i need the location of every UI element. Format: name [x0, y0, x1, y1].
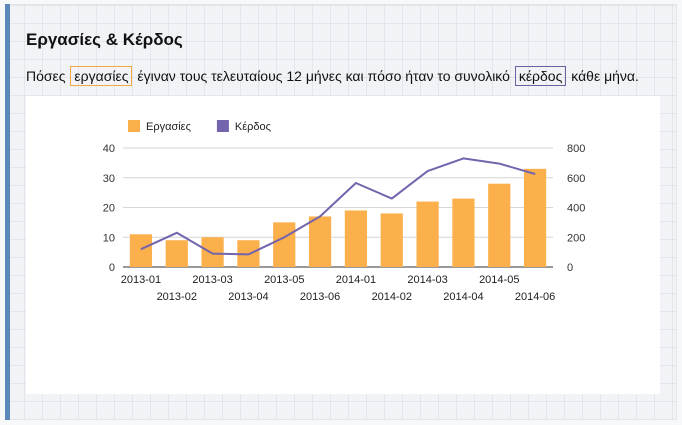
y-right-tick-label: 0 [567, 262, 573, 274]
x-tick-label: 2013-06 [300, 291, 340, 303]
x-tick-label: 2013-01 [121, 274, 161, 286]
line-profit [140, 157, 536, 256]
bar-jobs [452, 198, 475, 267]
bar-jobs [165, 240, 188, 267]
bar-jobs [129, 234, 153, 267]
bar-jobs [201, 237, 224, 267]
y-left-tick-label: 20 [103, 203, 115, 215]
description-text-3: κάθε μήνα. [571, 68, 639, 84]
y-left-tick-label: 10 [103, 232, 115, 244]
y-right-tick-label: 800 [567, 143, 585, 155]
card-title: Εργασίες & Κέρδος [26, 30, 183, 49]
legend-swatch [128, 120, 140, 132]
bar-jobs [523, 168, 547, 267]
x-tick-label: 2013-04 [228, 291, 268, 303]
card-accent-bar [5, 4, 10, 420]
legend-label: Κέρδος [235, 121, 271, 133]
legend-label: Εργασίες [146, 121, 191, 133]
y-left-tick-label: 30 [103, 173, 115, 185]
x-tick-label: 2014-03 [407, 274, 447, 286]
highlight-jobs: εργασίες [70, 66, 133, 86]
y-right-tick-label: 400 [567, 203, 585, 215]
x-tick-label: 2013-05 [264, 274, 304, 286]
x-tick-label: 2014-06 [515, 291, 555, 303]
bar-jobs [344, 210, 368, 267]
x-tick-label: 2014-04 [443, 291, 483, 303]
card-description: Πόσες εργασίες έγιναν τους τελευταίους 1… [26, 66, 639, 86]
y-left-tick-label: 0 [109, 262, 115, 274]
x-tick-label: 2013-02 [157, 291, 197, 303]
combo-chart: 01020304002004006008002013-012013-022013… [103, 120, 585, 303]
x-tick-label: 2014-05 [479, 274, 519, 286]
x-tick-label: 2014-01 [336, 274, 376, 286]
x-tick-label: 2014-02 [372, 291, 412, 303]
bar-jobs [416, 201, 439, 267]
highlight-profit: κέρδος [514, 66, 567, 86]
legend-swatch [216, 120, 229, 132]
y-left-tick-label: 40 [103, 143, 115, 155]
bar-jobs [273, 222, 296, 267]
description-text-1: Πόσες [26, 68, 66, 84]
y-right-tick-label: 600 [567, 173, 585, 185]
bar-jobs [308, 216, 332, 267]
bar-jobs [488, 183, 511, 267]
x-tick-label: 2013-03 [192, 274, 232, 286]
chart-card: 0 10 20 30 40 0 200 400 600 800 2013-01 2013-02 2013… [26, 96, 660, 394]
y-right-tick-label: 200 [567, 232, 585, 244]
bar-jobs [380, 213, 403, 267]
description-text-2: έγιναν τους τελευταίους 12 μήνες και πόσ… [137, 68, 510, 84]
